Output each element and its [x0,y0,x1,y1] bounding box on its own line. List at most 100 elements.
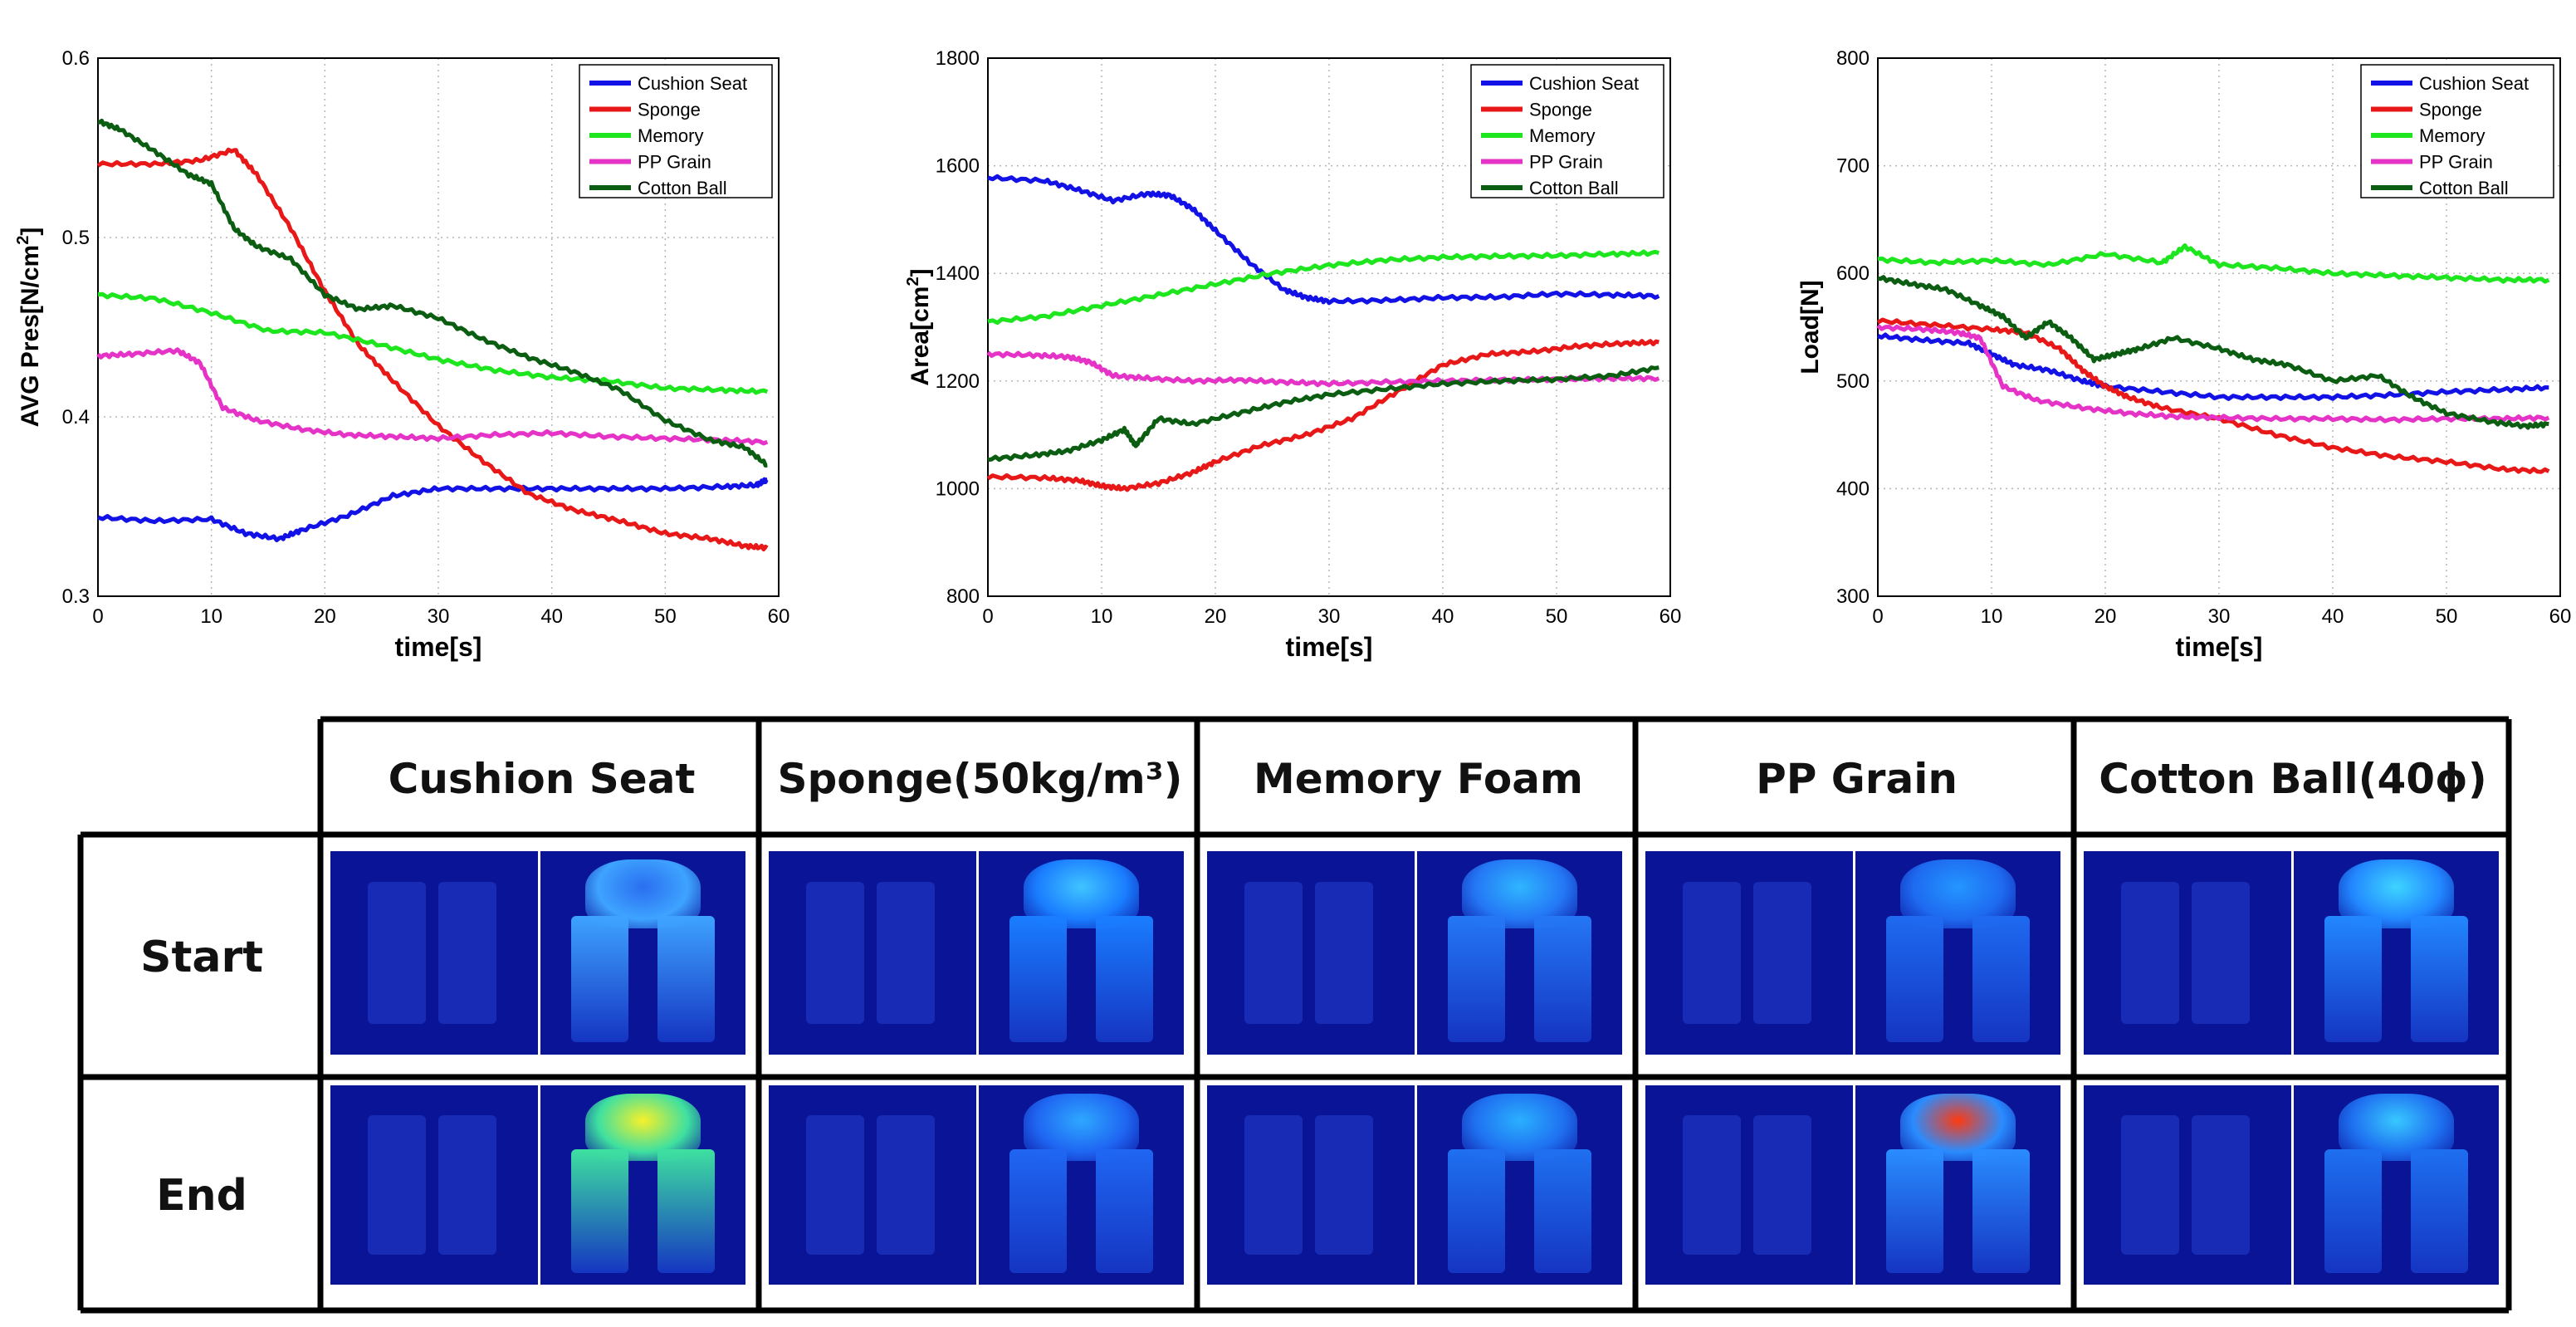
series-line-memory [97,291,769,395]
x-tick-label: 10 [200,605,222,628]
legend-entry: Memory [2419,125,2485,146]
pressure-map-seat [1415,851,1622,1055]
pressure-map-seat [976,1085,1184,1285]
chart-1: 0 10 20 30 40 50 60 0.3 0.4 0.5 0.6 Cushion Seat Spo… [14,47,789,662]
x-tick-label: 0 [92,605,103,628]
pressure-map [1645,851,2060,1055]
pressure-map-seat [538,851,745,1055]
pressure-map [330,1085,745,1285]
x-axis-label: time[s] [2176,632,2263,662]
pressure-leg-region [1972,1148,2030,1273]
pressure-region [2121,1115,2179,1255]
series-line-cushion-seat [987,174,1660,306]
x-tick-label: 40 [540,605,563,628]
legend-box [1470,64,1664,198]
pressure-region [368,1115,426,1255]
pressure-leg-region [571,916,629,1043]
pressure-map-back [1207,1085,1415,1285]
x-tick-label: 40 [2322,605,2344,628]
x-tick-label: 10 [1091,605,1113,628]
pressure-leg-region [1533,1148,1591,1273]
series-line-pp-grain [96,347,769,446]
pressure-leg-region [1886,916,1944,1043]
x-tick-label: 0 [982,605,993,628]
pressure-region [1683,1115,1741,1255]
pressure-map-seat [1853,851,2060,1055]
chart-3: 0 10 20 30 40 50 60 300 400 500 600 700 800 Cushion S… [1796,47,2571,662]
pressure-map [1207,851,1622,1055]
pressure-leg-region [571,1148,629,1273]
pressure-map-back [769,851,976,1055]
series-line-sponge [1876,317,2550,474]
pressure-leg-region [657,916,715,1043]
pressure-region [1244,1115,1303,1255]
pressure-map-back [330,851,538,1055]
series-line-pp-grain [1876,324,2550,424]
pressure-leg-region [1448,916,1506,1043]
x-tick-label: 50 [2436,605,2458,628]
pressure-map-seat [2291,1085,2499,1285]
legend-entry: Cotton Ball [1529,178,1619,198]
pressure-map-back [769,1085,976,1285]
pressure-map-seat [976,851,1184,1055]
x-tick-label: 50 [1546,605,1568,628]
y-tick-label: 800 [1836,47,1870,70]
pressure-map [769,1085,1184,1285]
pressure-region [877,1115,935,1255]
x-tick-label: 10 [1981,605,2003,628]
y-axis-label: AVG Pres[N/cm2] [14,228,44,428]
series-line-memory [987,249,1659,326]
pressure-map [769,851,1184,1055]
column-header-sponge: Sponge(50kg/m³) [777,754,1183,803]
y-axis-label: Area[cm2] [904,268,934,385]
column-header-memory-foam: Memory Foam [1253,754,1584,803]
pressure-region [806,881,864,1025]
pressure-region [806,1115,864,1255]
legend-entry: Memory [638,125,703,146]
series-line-cotton-ball [1877,275,2549,430]
x-tick-label: 40 [1432,605,1454,628]
y-tick-label: 0.3 [62,585,90,608]
chart-2: 0 10 20 30 40 50 60 800 1000 1200 1400 1600 1800 Cush… [904,47,1681,662]
y-tick-label: 800 [946,585,980,608]
row-label-start: Start [140,932,263,982]
y-tick-label: 0.6 [62,47,90,70]
legend-box [579,64,773,198]
y-tick-label: 1600 [936,155,980,178]
series-line-cushion-seat [1877,332,2549,401]
x-tick-label: 30 [2208,605,2231,628]
x-axis-label: time[s] [395,632,482,662]
pressure-map-back [2084,1085,2291,1285]
y-tick-label: 600 [1836,262,1870,285]
series-line-pp-grain [986,350,1660,388]
x-tick-label: 60 [2549,605,2572,628]
pressure-region [2192,881,2250,1025]
x-tick-label: 60 [768,605,790,628]
x-tick-label: 30 [428,605,450,628]
y-tick-label: 0.4 [62,406,90,428]
x-tick-label: 60 [1659,605,1682,628]
x-tick-label: 30 [1318,605,1341,628]
pressure-leg-region [2324,1148,2383,1273]
pressure-map-seat [538,1085,745,1285]
column-header-cushion-seat: Cushion Seat [388,754,696,803]
x-tick-label: 50 [654,605,677,628]
pressure-map [2084,851,2499,1055]
pressure-map-back [1207,851,1415,1055]
pressure-region [2121,881,2179,1025]
pressure-leg-region [1095,1148,1153,1273]
x-axis-label: time[s] [1286,632,1373,662]
legend-entry: Cushion Seat [1529,73,1639,94]
legend-entry: PP Grain [1529,152,1603,173]
legend-entry: Sponge [1529,100,1592,120]
pressure-map-seat [1415,1085,1622,1285]
legend-entry: Sponge [2419,100,2482,120]
pressure-leg-region [1972,916,2030,1043]
column-header-pp-grain: PP Grain [1756,754,1958,803]
series-line-sponge [96,147,769,551]
y-tick-label: 1000 [936,477,980,500]
pressure-leg-region [1448,1148,1506,1273]
y-tick-label: 1400 [936,262,980,285]
series-line-memory [1877,243,2550,284]
